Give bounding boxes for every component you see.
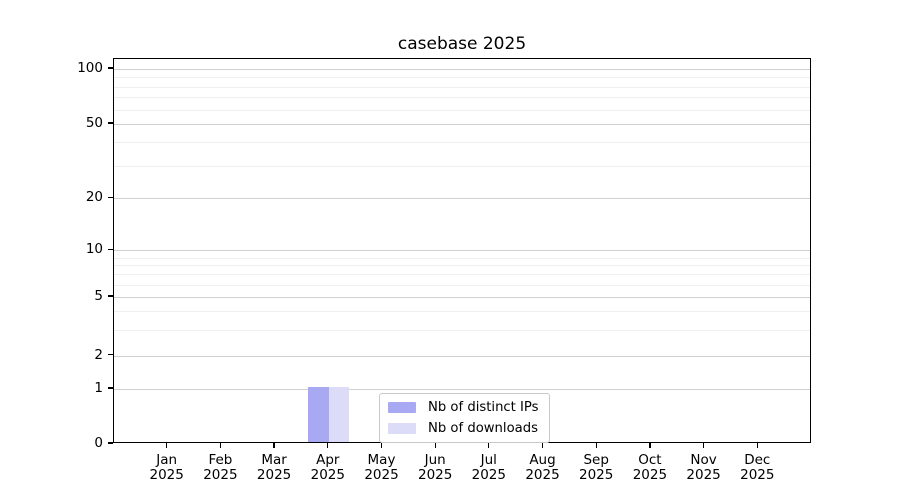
x-tick-label-aug-2025: Aug 2025 [525,452,560,483]
x-tick-label-feb-2025: Feb 2025 [203,452,238,483]
gridline-major-50 [114,124,810,126]
x-tick-mark-nov-2025 [702,443,705,448]
gridline-minor-9 [114,257,810,259]
legend-item-nb-of-downloads: Nb of downloads [388,421,539,436]
gridline-minor-80 [114,86,810,88]
x-tick-mark-aug-2025 [541,443,544,448]
gridline-major-20 [114,198,810,200]
x-tick-mark-mar-2025 [273,443,275,448]
gridline-major-10 [114,250,810,252]
y-tick-mark-20 [108,196,113,199]
gridline-major-100 [114,69,810,70]
gridline-major-2 [114,355,810,357]
gridline-minor-40 [114,142,810,144]
x-tick-label-nov-2025: Nov 2025 [686,452,721,483]
x-tick-mark-dec-2025 [756,443,758,448]
bar-nb-of-downloads-apr-2025 [328,386,350,442]
gridline-minor-30 [114,165,810,167]
x-tick-label-may-2025: May 2025 [364,452,399,483]
y-tick-mark-10 [108,248,113,250]
legend-label: Nb of distinct IPs [428,400,539,415]
legend: Nb of distinct IPs Nb of downloads [379,393,550,443]
chart-title: casebase 2025 [397,34,527,54]
x-tick-label-dec-2025: Dec 2025 [740,452,775,483]
gridline-minor-70 [114,97,810,99]
x-tick-label-sep-2025: Sep 2025 [579,452,614,483]
y-tick-mark-50 [108,122,113,124]
x-tick-label-mar-2025: Mar 2025 [256,452,292,483]
x-tick-label-jan-2025: Jan 2025 [149,452,184,483]
y-tick-label-1: 1 [94,379,103,396]
gridline-minor-3 [114,329,810,331]
x-tick-mark-feb-2025 [219,443,222,448]
gridline-minor-4 [114,311,810,313]
y-tick-label-10: 10 [85,241,103,258]
legend-swatch-nb-of-downloads-icon [388,423,416,434]
legend-label: Nb of downloads [428,421,538,436]
y-tick-mark-1 [108,387,113,389]
x-tick-mark-may-2025 [380,443,383,448]
x-tick-mark-jun-2025 [434,443,436,448]
gridline-minor-8 [114,265,810,267]
x-tick-label-apr-2025: Apr 2025 [310,452,345,483]
gridline-minor-7 [114,274,810,276]
x-tick-label-jul-2025: Jul 2025 [471,452,506,483]
y-tick-mark-0 [108,442,113,444]
y-tick-label-50: 50 [85,115,103,132]
gridline-major-5 [114,297,810,299]
x-tick-mark-oct-2025 [649,443,651,448]
y-tick-label-2: 2 [94,346,103,363]
plot-area: Nb of distinct IPs Nb of downloads [113,58,811,443]
y-tick-label-0: 0 [94,435,103,451]
x-tick-label-oct-2025: Oct 2025 [632,452,668,483]
y-tick-label-5: 5 [94,288,103,305]
gridline-minor-90 [114,77,810,79]
gridline-minor-6 [114,284,810,286]
y-tick-label-100: 100 [77,60,103,76]
y-tick-mark-5 [108,295,113,297]
y-tick-mark-100 [108,67,113,69]
x-tick-mark-jan-2025 [166,443,168,448]
x-tick-mark-sep-2025 [595,443,597,448]
x-tick-mark-jul-2025 [488,443,490,448]
legend-swatch-nb-of-distinct-ips-icon [388,402,416,413]
x-tick-label-jun-2025: Jun 2025 [418,452,453,483]
y-tick-mark-2 [108,354,113,356]
gridline-major-1 [114,388,810,390]
legend-item-nb-of-distinct-ips: Nb of distinct IPs [388,400,539,415]
y-tick-label-20: 20 [85,189,103,206]
x-tick-mark-apr-2025 [327,443,329,448]
gridline-minor-60 [114,109,810,111]
bar-nb-of-distinct-ips-apr-2025 [308,386,329,442]
